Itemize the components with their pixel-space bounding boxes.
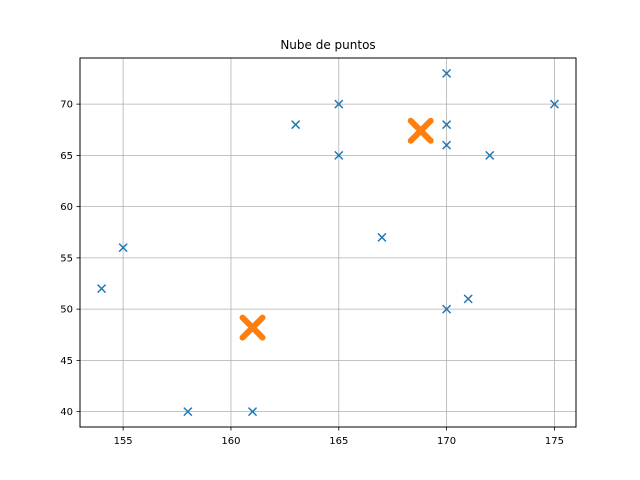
x-tick-label: 155 (114, 436, 133, 447)
x-tick-label: 165 (329, 436, 348, 447)
y-tick-label: 65 (60, 151, 73, 162)
data-point (247, 407, 258, 417)
y-tick-label: 55 (60, 253, 73, 264)
data-point (334, 150, 344, 160)
data-point (334, 99, 344, 109)
data-point (183, 407, 193, 417)
data-point (485, 150, 495, 160)
y-tick-label: 50 (60, 305, 73, 316)
chart-title: Nube de puntos (280, 38, 375, 52)
data-point (377, 232, 387, 242)
y-axis: 40 45 50 55 60 65 70 (60, 100, 80, 418)
grid-lines (80, 58, 576, 427)
data-point (442, 120, 452, 130)
data-point (442, 304, 452, 314)
centroid-marker (239, 314, 266, 341)
data-point (118, 243, 128, 253)
data-point (97, 284, 107, 294)
data-points (97, 68, 559, 417)
y-tick-label: 70 (60, 100, 73, 111)
y-tick-label: 45 (60, 356, 73, 367)
y-tick-label: 60 (60, 202, 73, 213)
data-point (549, 99, 559, 109)
plot-frame (79, 57, 577, 428)
data-point (442, 140, 452, 150)
x-tick-label: 160 (221, 436, 240, 447)
data-point (463, 294, 473, 304)
x-tick-label: 175 (545, 436, 564, 447)
y-tick-label: 40 (60, 407, 73, 418)
centroid-marker (407, 117, 434, 144)
x-axis: 155 160 165 170 175 (114, 427, 564, 447)
data-point (291, 120, 301, 130)
x-tick-label: 170 (437, 436, 456, 447)
data-point (442, 68, 452, 78)
